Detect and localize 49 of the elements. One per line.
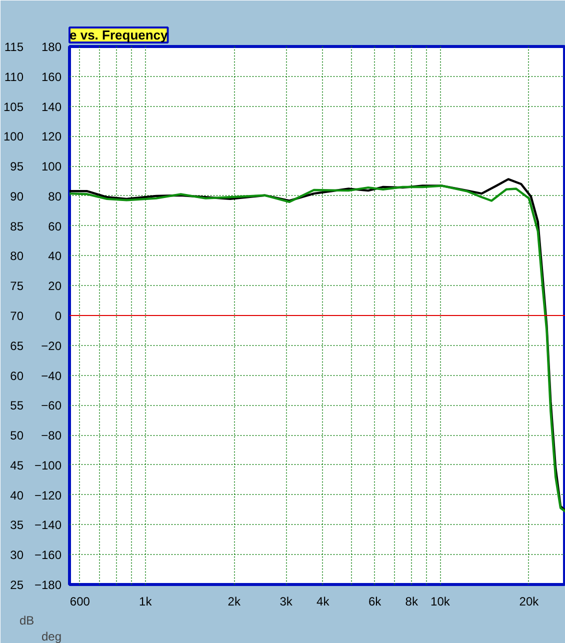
y-tick-label: 25 bbox=[10, 578, 24, 592]
y2-tick-label: 0 bbox=[54, 309, 62, 323]
y2-axis-title: deg bbox=[42, 630, 62, 643]
y2-tick-label: −20 bbox=[41, 338, 62, 353]
y-tick-label: 45 bbox=[10, 458, 24, 472]
y-tick-label: 70 bbox=[10, 309, 24, 323]
y-tick-label: 40 bbox=[10, 488, 24, 502]
y2-tick-label: −60 bbox=[41, 398, 62, 413]
y-tick-label: 85 bbox=[10, 219, 24, 234]
y2-tick-label: 140 bbox=[41, 100, 62, 114]
y-tick-label: 95 bbox=[10, 160, 24, 174]
y2-tick-label: 160 bbox=[41, 70, 62, 84]
x-tick-label: 600 bbox=[70, 594, 90, 608]
x-tick-label: 2k bbox=[228, 594, 242, 608]
x-tick-label: 1k bbox=[139, 594, 153, 608]
y-tick-label: 35 bbox=[10, 518, 24, 532]
y2-tick-label: −140 bbox=[34, 518, 62, 532]
y-tick-label: 60 bbox=[10, 368, 24, 383]
y2-tick-label: 40 bbox=[48, 249, 62, 264]
y-tick-label: 50 bbox=[10, 428, 24, 443]
y2-tick-label: −80 bbox=[41, 428, 62, 443]
x-tick-label: 3k bbox=[280, 594, 294, 608]
y-tick-label: 100 bbox=[3, 130, 24, 144]
x-tick-label: 10k bbox=[430, 594, 451, 608]
x-tick-label: 4k bbox=[316, 594, 330, 608]
y2-tick-label: −160 bbox=[34, 548, 62, 562]
x-tick-label: 20k bbox=[519, 594, 540, 608]
y-tick-label: 110 bbox=[4, 70, 24, 84]
x-tick-label: 6k bbox=[368, 594, 382, 608]
y-tick-label: 80 bbox=[10, 249, 24, 264]
y2-tick-label: −40 bbox=[41, 368, 62, 383]
x-tick-label: 8k bbox=[405, 594, 419, 608]
y2-tick-label: −100 bbox=[34, 458, 62, 472]
y-tick-label: 30 bbox=[10, 548, 24, 562]
y2-tick-label: 100 bbox=[41, 160, 62, 174]
y-axis-title: dB bbox=[20, 614, 34, 628]
y2-tick-label: 180 bbox=[41, 40, 62, 54]
y-tick-label: 75 bbox=[10, 279, 24, 294]
y-tick-label: 115 bbox=[4, 40, 24, 54]
y2-tick-label: 120 bbox=[41, 130, 62, 144]
y2-tick-label: 20 bbox=[48, 279, 62, 294]
y-tick-label: 90 bbox=[10, 189, 24, 204]
y2-tick-label: 60 bbox=[48, 219, 62, 234]
y-tick-label: 55 bbox=[10, 398, 24, 413]
y2-tick-label: −120 bbox=[34, 488, 62, 502]
y-tick-label: 65 bbox=[10, 338, 24, 353]
y2-tick-label: 80 bbox=[48, 189, 62, 204]
y2-tick-label: −180 bbox=[34, 578, 62, 592]
y-tick-label: 105 bbox=[3, 100, 24, 114]
